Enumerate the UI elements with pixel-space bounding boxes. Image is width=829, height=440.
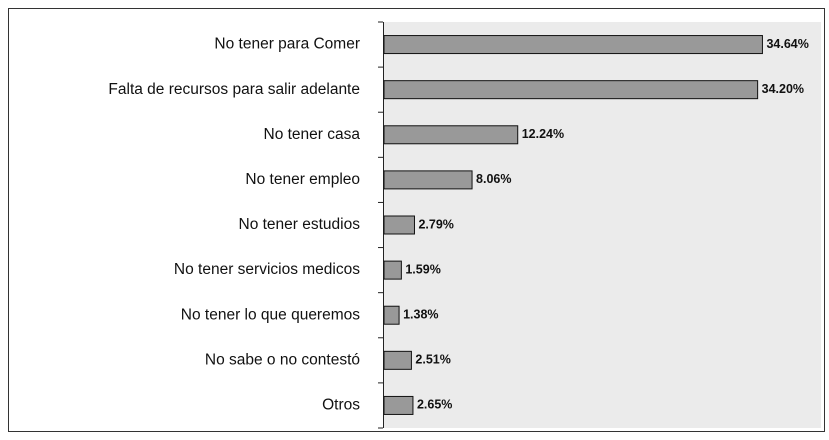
value-label: 34.64% — [766, 37, 808, 51]
value-label: 12.24% — [522, 127, 564, 141]
category-label: Otros — [322, 397, 360, 414]
category-label: No tener estudios — [239, 216, 361, 233]
category-label: Falta de recursos para salir adelante — [108, 81, 360, 98]
category-label: No tener para Comer — [214, 36, 360, 53]
bar — [383, 350, 412, 370]
category-label: No tener lo que queremos — [181, 306, 360, 323]
value-label: 2.51% — [415, 353, 450, 367]
value-label: 1.59% — [405, 262, 440, 276]
value-label: 1.38% — [403, 308, 438, 322]
bar — [383, 80, 759, 100]
bar — [383, 260, 402, 280]
value-label: 2.79% — [418, 217, 453, 231]
bar — [383, 215, 415, 235]
bar — [383, 125, 519, 145]
category-label: No tener casa — [264, 126, 361, 143]
value-label: 34.20% — [762, 82, 804, 96]
value-label: 8.06% — [476, 172, 511, 186]
bar — [383, 395, 414, 415]
category-label: No tener empleo — [245, 171, 360, 188]
bar — [383, 305, 400, 325]
bar — [383, 35, 763, 55]
category-label: No sabe o no contestó — [205, 351, 360, 368]
category-label: No tener servicios medicos — [174, 261, 360, 278]
bar — [383, 170, 473, 190]
value-label: 2.65% — [417, 398, 452, 412]
